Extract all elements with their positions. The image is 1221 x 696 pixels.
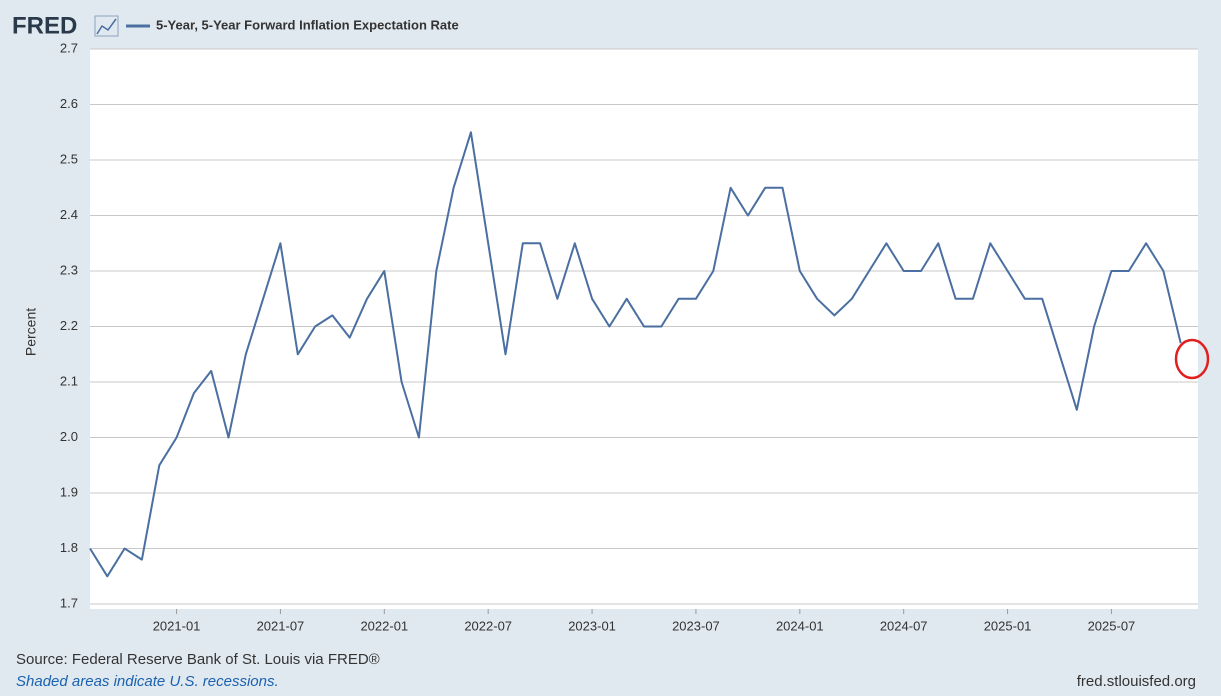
y-tick-label: 2.0 <box>60 429 78 444</box>
x-tick-label: 2022-07 <box>464 618 512 633</box>
y-tick-label: 2.4 <box>60 207 78 222</box>
logo-icon-frame <box>94 15 119 37</box>
y-tick-label: 1.9 <box>60 484 78 499</box>
y-tick-label: 2.6 <box>60 96 78 111</box>
legend-label[interactable]: 5-Year, 5-Year Forward Inflation Expecta… <box>156 17 459 32</box>
series <box>89 131 1182 578</box>
x-tick-label: 2023-07 <box>672 618 720 633</box>
source-text: Source: Federal Reserve Bank of St. Loui… <box>16 651 380 668</box>
grid <box>90 48 1198 614</box>
x-tick-label: 2024-01 <box>776 618 824 633</box>
recession-note[interactable]: Shaded areas indicate U.S. recessions. <box>16 673 279 690</box>
x-tick-label: 2021-01 <box>153 618 201 633</box>
y-tick-label: 2.5 <box>60 151 78 166</box>
y-axis-label: Percent <box>23 308 39 356</box>
site-url[interactable]: fred.stlouisfed.org <box>1077 673 1196 690</box>
highlight-circle <box>1174 338 1210 380</box>
y-tick-label: 2.3 <box>60 262 78 277</box>
brand-logo[interactable]: FRED <box>12 12 77 39</box>
y-tick-label: 2.1 <box>60 373 78 388</box>
x-tick-label: 2021-07 <box>257 618 305 633</box>
x-tick-label: 2023-01 <box>568 618 616 633</box>
plot-area <box>90 49 1198 609</box>
y-tick-label: 2.2 <box>60 318 78 333</box>
y-tick-label: 2.7 <box>60 40 78 55</box>
y-tick-label: 1.8 <box>60 540 78 555</box>
x-tick-label: 2025-07 <box>1088 618 1136 633</box>
y-tick-label: 1.7 <box>60 595 78 610</box>
x-tick-label: 2024-07 <box>880 618 928 633</box>
x-tick-label: 2025-01 <box>984 618 1032 633</box>
x-tick-label: 2022-01 <box>360 618 408 633</box>
series-line <box>89 131 1182 578</box>
logo-icon <box>96 18 117 35</box>
